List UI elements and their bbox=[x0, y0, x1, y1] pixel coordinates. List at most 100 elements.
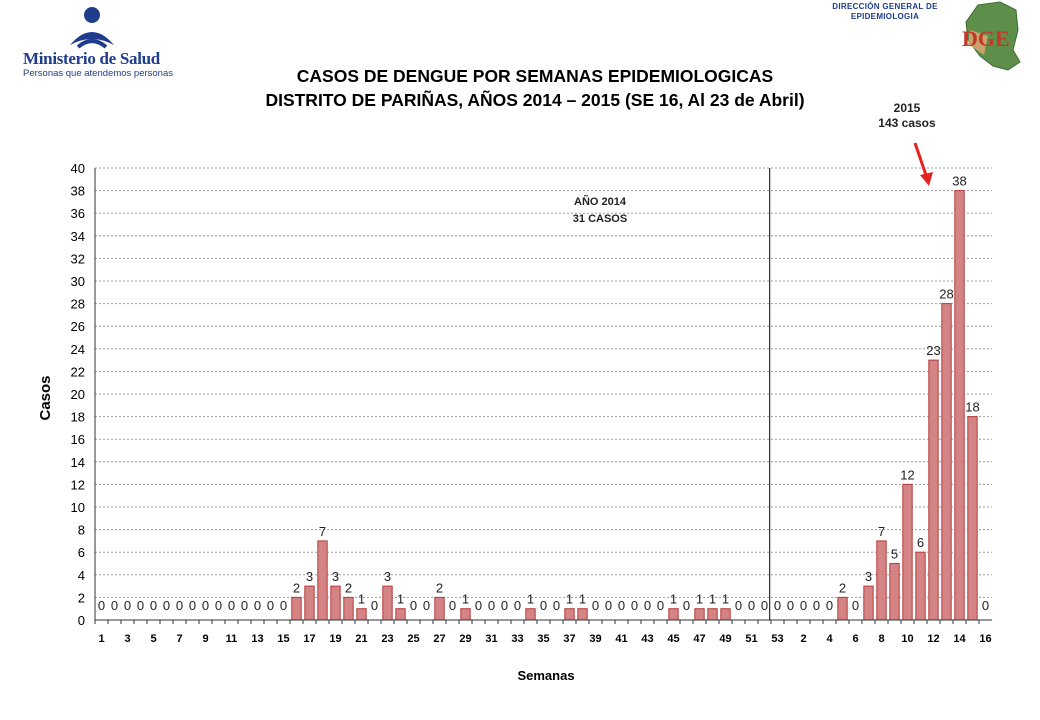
x-tick-label: 16 bbox=[979, 633, 991, 645]
section-label-line2: 31 CASOS bbox=[573, 213, 627, 225]
bar bbox=[525, 608, 536, 621]
bar bbox=[460, 608, 471, 621]
data-label: 1 bbox=[397, 592, 404, 607]
ministry-emblem-icon bbox=[70, 7, 114, 49]
dge-label-line2: EPIDEMIOLOGIA bbox=[850, 12, 920, 21]
y-tick-label: 36 bbox=[71, 206, 85, 221]
annotation-year: 2015 bbox=[893, 101, 921, 115]
annotation-arrow bbox=[913, 142, 933, 186]
y-tick-label: 6 bbox=[78, 545, 85, 560]
data-label: 0 bbox=[189, 598, 196, 613]
data-label: 0 bbox=[280, 598, 287, 613]
bar bbox=[434, 596, 445, 621]
x-tick-label: 49 bbox=[719, 633, 731, 645]
data-label: 3 bbox=[384, 569, 391, 584]
data-label: 2 bbox=[293, 580, 300, 595]
x-tick-label: 45 bbox=[667, 633, 679, 645]
x-tick-label: 41 bbox=[615, 633, 627, 645]
x-tick-label: 39 bbox=[589, 633, 601, 645]
bar bbox=[967, 416, 978, 621]
data-label: 0 bbox=[761, 598, 768, 613]
x-tick-label: 6 bbox=[852, 633, 858, 645]
data-label: 38 bbox=[952, 174, 966, 189]
x-tick-label: 35 bbox=[537, 633, 549, 645]
data-label: 0 bbox=[98, 598, 105, 613]
x-axis: 1 3 5 7 9 11 13 15 17 19 21 23 25 27 29 31 33 35 37 39 41 43 4… bbox=[94, 619, 992, 645]
data-label: 0 bbox=[488, 598, 495, 613]
bar bbox=[720, 608, 731, 621]
x-tick-label: 12 bbox=[927, 633, 939, 645]
x-tick-label: 51 bbox=[745, 633, 757, 645]
data-label: 0 bbox=[605, 598, 612, 613]
bar bbox=[902, 483, 913, 621]
data-label: 1 bbox=[579, 592, 586, 607]
data-label: 0 bbox=[748, 598, 755, 613]
ministry-name: Ministerio de Salud bbox=[23, 49, 160, 68]
chart-title-line1: CASOS DE DENGUE POR SEMANAS EPIDEMIOLOGI… bbox=[296, 66, 774, 86]
data-label: 0 bbox=[657, 598, 664, 613]
bar bbox=[395, 608, 406, 621]
data-label: 1 bbox=[358, 592, 365, 607]
bar bbox=[928, 359, 939, 621]
data-label: 2 bbox=[345, 580, 352, 595]
x-axis-label: Semanas bbox=[517, 668, 574, 683]
y-tick-label: 2 bbox=[78, 590, 85, 605]
data-label: 0 bbox=[618, 598, 625, 613]
data-label: 28 bbox=[939, 287, 953, 302]
data-label: 0 bbox=[449, 598, 456, 613]
y-tick-label: 4 bbox=[78, 568, 85, 583]
ministry-logo: Ministerio de Salud Personas que atendem… bbox=[20, 5, 173, 80]
y-tick-label: 38 bbox=[71, 184, 85, 199]
x-tick-label: 21 bbox=[355, 633, 367, 645]
bar bbox=[317, 540, 328, 621]
y-tick-label: 18 bbox=[71, 410, 85, 425]
x-tick-label: 7 bbox=[176, 633, 182, 645]
x-tick-label: 53 bbox=[771, 633, 783, 645]
data-label: 0 bbox=[501, 598, 508, 613]
bar bbox=[837, 596, 848, 621]
bar bbox=[941, 303, 952, 621]
annotation-cases: 143 casos bbox=[878, 116, 936, 130]
x-tick-label: 15 bbox=[277, 633, 289, 645]
data-label: 0 bbox=[267, 598, 274, 613]
data-label: 3 bbox=[306, 569, 313, 584]
data-label: 0 bbox=[215, 598, 222, 613]
data-label: 0 bbox=[410, 598, 417, 613]
data-label: 0 bbox=[163, 598, 170, 613]
data-label: 0 bbox=[150, 598, 157, 613]
y-tick-label: 28 bbox=[71, 297, 85, 312]
y-tick-label: 32 bbox=[71, 251, 85, 266]
data-label: 2 bbox=[436, 580, 443, 595]
y-tick-label: 40 bbox=[71, 161, 85, 176]
data-label: 7 bbox=[319, 524, 326, 539]
x-tick-label: 11 bbox=[226, 633, 238, 645]
y-tick-label: 26 bbox=[71, 319, 85, 334]
bar bbox=[343, 596, 354, 621]
annotation-2015: 2015 143 casos bbox=[862, 101, 952, 131]
data-label: 3 bbox=[865, 569, 872, 584]
bar bbox=[876, 540, 887, 621]
bar bbox=[577, 608, 588, 621]
bar bbox=[382, 585, 393, 621]
bar bbox=[863, 585, 874, 621]
x-tick-label: 4 bbox=[826, 633, 833, 645]
y-tick-label: 0 bbox=[78, 613, 85, 628]
x-tick-label: 29 bbox=[459, 633, 471, 645]
data-label: 0 bbox=[813, 598, 820, 613]
data-label: 0 bbox=[241, 598, 248, 613]
x-tick-label: 17 bbox=[303, 633, 315, 645]
data-label: 2 bbox=[839, 580, 846, 595]
x-tick-label: 9 bbox=[202, 633, 208, 645]
data-label: 3 bbox=[332, 569, 339, 584]
data-label: 0 bbox=[423, 598, 430, 613]
data-label: 6 bbox=[917, 535, 924, 550]
x-tick-label: 25 bbox=[407, 633, 419, 645]
data-label: 12 bbox=[900, 467, 914, 482]
bar bbox=[707, 608, 718, 621]
x-tick-label: 13 bbox=[251, 633, 263, 645]
x-tick-label: 27 bbox=[433, 633, 445, 645]
data-label: 0 bbox=[475, 598, 482, 613]
x-tick-label: 5 bbox=[150, 633, 156, 645]
data-label: 0 bbox=[137, 598, 144, 613]
